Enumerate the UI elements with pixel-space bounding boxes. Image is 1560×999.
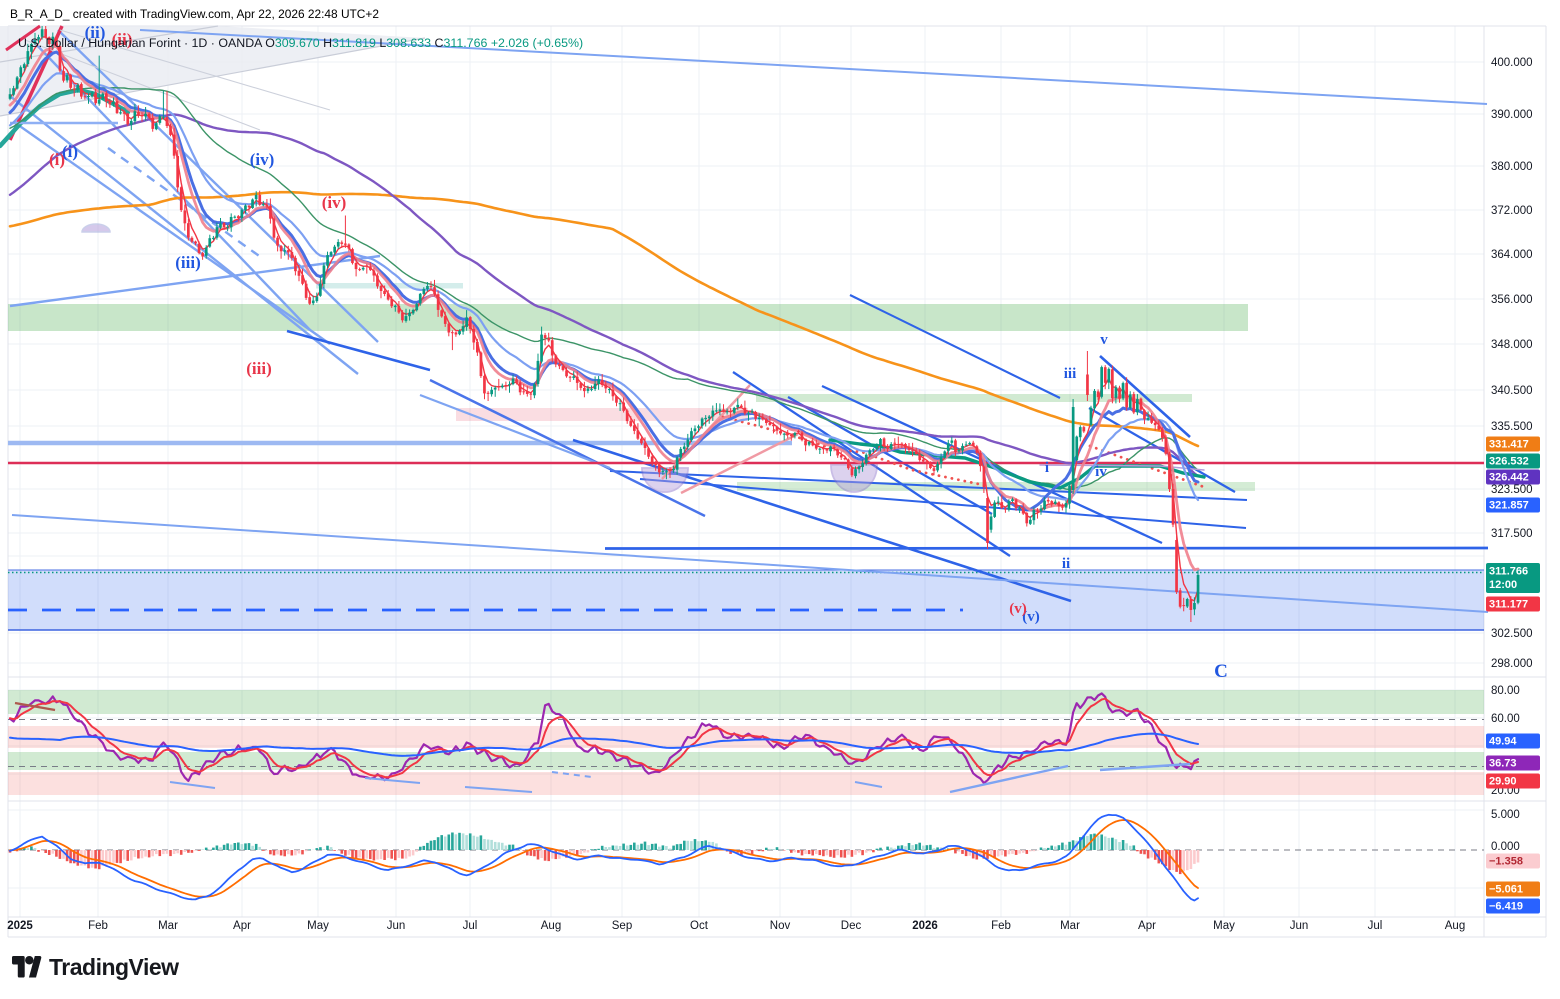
svg-text:U.S. Dollar / Hungarian Forint: U.S. Dollar / Hungarian Forint · 1D · OA… bbox=[18, 36, 583, 50]
svg-text:Sep: Sep bbox=[612, 920, 632, 932]
svg-text:May: May bbox=[307, 920, 329, 932]
svg-text:C: C bbox=[1214, 661, 1228, 682]
svg-text:364.000: 364.000 bbox=[1491, 249, 1533, 261]
svg-text:Feb: Feb bbox=[88, 920, 108, 932]
svg-text:ii: ii bbox=[1062, 556, 1070, 572]
svg-text:−5.061: −5.061 bbox=[1489, 884, 1523, 896]
svg-text:Apr: Apr bbox=[1138, 920, 1156, 932]
svg-text:311.177: 311.177 bbox=[1489, 599, 1528, 611]
svg-text:Mar: Mar bbox=[1060, 920, 1080, 932]
svg-text:12:00: 12:00 bbox=[1489, 579, 1517, 591]
svg-text:i: i bbox=[1045, 460, 1049, 476]
svg-text:380.000: 380.000 bbox=[1491, 161, 1533, 173]
svg-text:(ii): (ii) bbox=[112, 30, 133, 49]
svg-text:TradingView: TradingView bbox=[49, 954, 179, 980]
svg-text:Nov: Nov bbox=[770, 920, 791, 932]
svg-text:Jul: Jul bbox=[463, 920, 478, 932]
svg-text:v: v bbox=[1100, 332, 1108, 348]
svg-text:5.000: 5.000 bbox=[1491, 809, 1520, 821]
svg-text:(i): (i) bbox=[62, 142, 78, 161]
svg-text:356.000: 356.000 bbox=[1491, 294, 1533, 306]
svg-text:Aug: Aug bbox=[1445, 920, 1465, 932]
svg-text:331.417: 331.417 bbox=[1489, 439, 1529, 451]
svg-text:311.766: 311.766 bbox=[1489, 566, 1528, 578]
svg-text:Jul: Jul bbox=[1368, 920, 1383, 932]
svg-text:60.00: 60.00 bbox=[1491, 713, 1520, 725]
svg-text:iv: iv bbox=[1095, 464, 1107, 480]
svg-text:Apr: Apr bbox=[233, 920, 251, 932]
svg-text:317.500: 317.500 bbox=[1491, 528, 1533, 540]
svg-text:Feb: Feb bbox=[991, 920, 1011, 932]
svg-text:Dec: Dec bbox=[841, 920, 862, 932]
svg-text:Jun: Jun bbox=[1290, 920, 1309, 932]
svg-text:400.000: 400.000 bbox=[1491, 57, 1533, 69]
svg-text:326.442: 326.442 bbox=[1489, 472, 1529, 484]
svg-text:(v): (v) bbox=[1022, 609, 1040, 625]
svg-text:348.000: 348.000 bbox=[1491, 339, 1533, 351]
svg-text:29.90: 29.90 bbox=[1489, 776, 1517, 788]
svg-text:390.000: 390.000 bbox=[1491, 109, 1533, 121]
svg-text:iii: iii bbox=[1064, 366, 1077, 382]
svg-text:Aug: Aug bbox=[541, 920, 561, 932]
svg-text:−1.358: −1.358 bbox=[1489, 856, 1523, 868]
svg-text:298.000: 298.000 bbox=[1491, 658, 1533, 670]
svg-text:340.500: 340.500 bbox=[1491, 385, 1533, 397]
svg-text:302.500: 302.500 bbox=[1491, 628, 1533, 640]
svg-text:0.000: 0.000 bbox=[1491, 841, 1520, 853]
svg-text:Oct: Oct bbox=[690, 920, 709, 932]
svg-text:80.00: 80.00 bbox=[1491, 685, 1520, 697]
svg-text:372.000: 372.000 bbox=[1491, 205, 1533, 217]
svg-text:326.532: 326.532 bbox=[1489, 456, 1529, 468]
svg-text:321.857: 321.857 bbox=[1489, 500, 1529, 512]
svg-text:(iv): (iv) bbox=[250, 150, 275, 169]
svg-text:Mar: Mar bbox=[158, 920, 178, 932]
svg-text:2025: 2025 bbox=[7, 920, 33, 932]
svg-text:335.500: 335.500 bbox=[1491, 421, 1533, 433]
svg-text:−6.419: −6.419 bbox=[1489, 901, 1523, 913]
svg-text:49.94: 49.94 bbox=[1489, 736, 1517, 748]
svg-text:2026: 2026 bbox=[912, 920, 938, 932]
svg-text:323.500: 323.500 bbox=[1491, 484, 1533, 496]
svg-text:(v): (v) bbox=[1009, 601, 1027, 617]
svg-text:(iii): (iii) bbox=[175, 253, 201, 272]
svg-text:May: May bbox=[1213, 920, 1235, 932]
svg-text:36.73: 36.73 bbox=[1489, 758, 1517, 770]
svg-text:(i): (i) bbox=[49, 150, 65, 169]
svg-text:Jun: Jun bbox=[387, 920, 406, 932]
svg-text:(iii): (iii) bbox=[246, 359, 272, 378]
svg-text:(ii): (ii) bbox=[85, 23, 106, 42]
svg-text:B_R_A_D_ created with TradingV: B_R_A_D_ created with TradingView.com, A… bbox=[10, 7, 379, 21]
svg-text:(iv): (iv) bbox=[322, 193, 347, 212]
